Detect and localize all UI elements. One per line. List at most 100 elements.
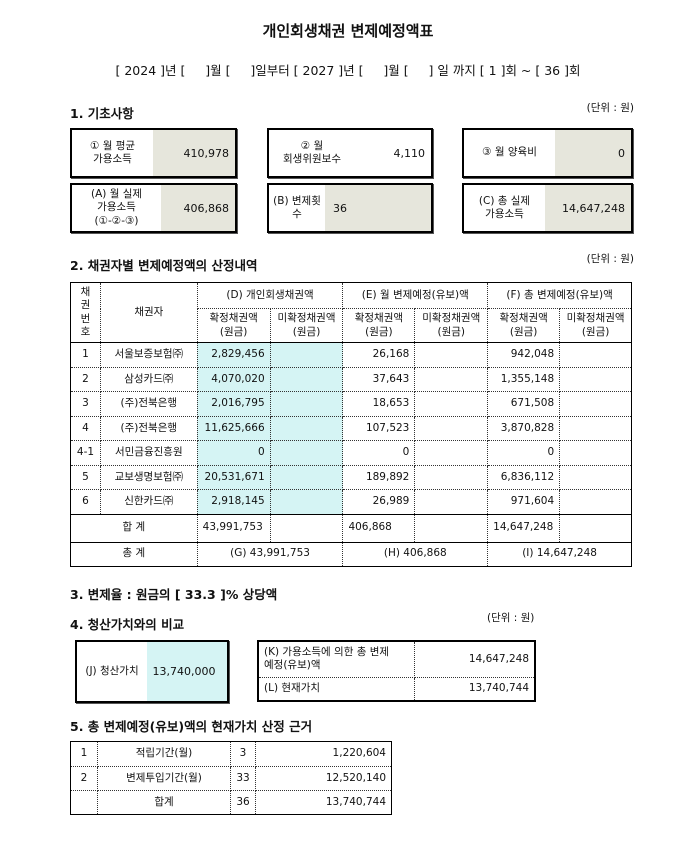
cell: (I) 14,647,248 xyxy=(487,541,632,567)
cell: 총 계 xyxy=(70,541,198,567)
cell: 107,523 xyxy=(342,415,416,441)
header-cell: (D) 개인회생채권액 xyxy=(196,282,344,309)
section-title: 1. 기초사항 xyxy=(70,106,134,121)
label: ① 월 평균 가용소득 xyxy=(89,139,136,165)
cell: 43,991,753 xyxy=(196,513,271,543)
cell: 서울보증보험㈜ xyxy=(99,342,198,368)
label: (J) 청산가치 xyxy=(85,664,139,677)
cell: (주)전북은행 xyxy=(99,415,198,441)
value: 4,110 xyxy=(393,146,426,160)
cell: 6 xyxy=(70,489,101,515)
creditor-row: 4-1 서민금융진흥원 0 0 0 xyxy=(70,440,632,466)
liquidation-box: (J) 청산가치 13,740,000 xyxy=(75,640,229,703)
info-box: (A) 월 실제 가용소득 (①-②-③) 406,868 xyxy=(70,183,237,233)
info-box: ③ 월 양육비 0 xyxy=(462,128,633,178)
cell: 미확정채권액 (원금) xyxy=(414,308,489,343)
header-cell: (E) 월 변제예정(유보)액 xyxy=(342,282,489,309)
cell: 4 xyxy=(70,415,101,441)
cell: 확정채권액 (원금) xyxy=(342,308,416,343)
creditor-row: 3 (주)전북은행 2,016,795 18,653 671,508 xyxy=(70,391,632,417)
cell: 1 xyxy=(70,741,98,767)
cell: 미확정채권액 (원금) xyxy=(559,308,632,343)
cell xyxy=(414,342,489,368)
cell xyxy=(414,366,489,392)
cell: 11,625,666 xyxy=(196,415,271,441)
cell: 942,048 xyxy=(487,342,561,368)
cell: 합 계 xyxy=(70,513,198,543)
cell: 2 xyxy=(70,366,101,392)
value: 410,978 xyxy=(153,130,235,176)
cell xyxy=(559,415,632,441)
cell: 3,870,828 xyxy=(487,415,561,441)
cell: 6,836,112 xyxy=(487,464,561,490)
cell: 1 xyxy=(70,342,101,368)
cell: 2,829,456 xyxy=(196,342,271,368)
cell: 삼성카드㈜ xyxy=(99,366,198,392)
basis-total-row: 합계 36 13,740,744 xyxy=(70,790,392,815)
value: 406,868 xyxy=(161,185,235,231)
cell xyxy=(269,415,344,441)
creditor-row: 4 (주)전북은행 11,625,666 107,523 3,870,828 xyxy=(70,415,632,441)
unit: (단위 : 원) xyxy=(586,102,634,114)
cell: 18,653 xyxy=(342,391,416,417)
cell: 확정채권액 (원금) xyxy=(487,308,561,343)
cell: 교보생명보험㈜ xyxy=(99,464,198,490)
cell: 합계 xyxy=(97,790,231,815)
cell: 36 xyxy=(230,790,256,815)
cell: 적립기간(월) xyxy=(97,741,231,767)
label: ② 월 회생위원보수 xyxy=(283,139,341,165)
cell: 26,989 xyxy=(342,489,416,515)
cell xyxy=(414,391,489,417)
cell xyxy=(269,366,344,392)
cell xyxy=(414,513,489,543)
cell xyxy=(414,415,489,441)
value: 36 xyxy=(325,185,431,231)
cell: (H) 406,868 xyxy=(342,541,489,567)
header-cell: 채권 번호 xyxy=(70,282,101,343)
header-cell: (F) 총 변제예정(유보)액 xyxy=(487,282,632,309)
cell xyxy=(559,489,632,515)
cell: 14,647,248 xyxy=(487,513,561,543)
cell: (G) 43,991,753 xyxy=(196,541,344,567)
creditor-row: 2 삼성카드㈜ 4,070,020 37,643 1,355,148 xyxy=(70,366,632,392)
cell: 4,070,020 xyxy=(196,366,271,392)
info-box: (B) 변제횟수 36 xyxy=(267,183,433,233)
section-title: 2. 채권자별 변제예정액의 산정내역 xyxy=(70,258,258,273)
cell xyxy=(269,342,344,368)
cell: 12,520,140 xyxy=(255,765,392,791)
comparison-table: (K) 가용소득에 의한 총 변제 예정(유보)액 14,647,248 (L) … xyxy=(257,640,536,702)
section-title: 5. 총 변제예정(유보)액의 현재가치 산정 근거 xyxy=(70,719,313,734)
title: 개인회생채권 변제예정액표 xyxy=(262,22,434,40)
cell: 서민금융진흥원 xyxy=(99,440,198,466)
cell: 0 xyxy=(342,440,416,466)
basis-row: 2 변제투입기간(월) 33 12,520,140 xyxy=(70,765,392,791)
cell: 0 xyxy=(487,440,561,466)
cell: 확정채권액 (원금) xyxy=(196,308,271,343)
cell: (주)전북은행 xyxy=(99,391,198,417)
label: ③ 월 양육비 xyxy=(482,146,537,159)
period: [ 2024 ]년 [ ]월 [ ]일부터 [ 2027 ]년 [ ]월 [ ]… xyxy=(115,63,581,78)
header-cell: 채권자 xyxy=(99,282,198,343)
cell xyxy=(70,790,98,815)
cell xyxy=(269,513,344,543)
value: 14,647,248 xyxy=(545,185,631,231)
cell xyxy=(269,489,344,515)
cell: 3 xyxy=(70,391,101,417)
cell: 1,220,604 xyxy=(255,741,392,767)
cell: 1,355,148 xyxy=(487,366,561,392)
cell: 0 xyxy=(196,440,271,466)
unit: (단위 : 원) xyxy=(487,612,535,624)
cell: 변제투입기간(월) xyxy=(97,765,231,791)
present-value-table: 1 적립기간(월) 3 1,220,604 2 변제투입기간(월) 33 12,520,140… xyxy=(70,741,392,815)
cell: 189,892 xyxy=(342,464,416,490)
creditor-row: 1 서울보증보험㈜ 2,829,456 26,168 942,048 xyxy=(70,342,632,368)
cell xyxy=(559,464,632,490)
cell: 신한카드㈜ xyxy=(99,489,198,515)
creditor-row: 5 교보생명보험㈜ 20,531,671 189,892 6,836,112 xyxy=(70,464,632,490)
cell xyxy=(269,440,344,466)
cell xyxy=(414,489,489,515)
unit: (단위 : 원) xyxy=(586,253,634,265)
cell xyxy=(559,342,632,368)
cell: 37,643 xyxy=(342,366,416,392)
cell: 2 xyxy=(70,765,98,791)
